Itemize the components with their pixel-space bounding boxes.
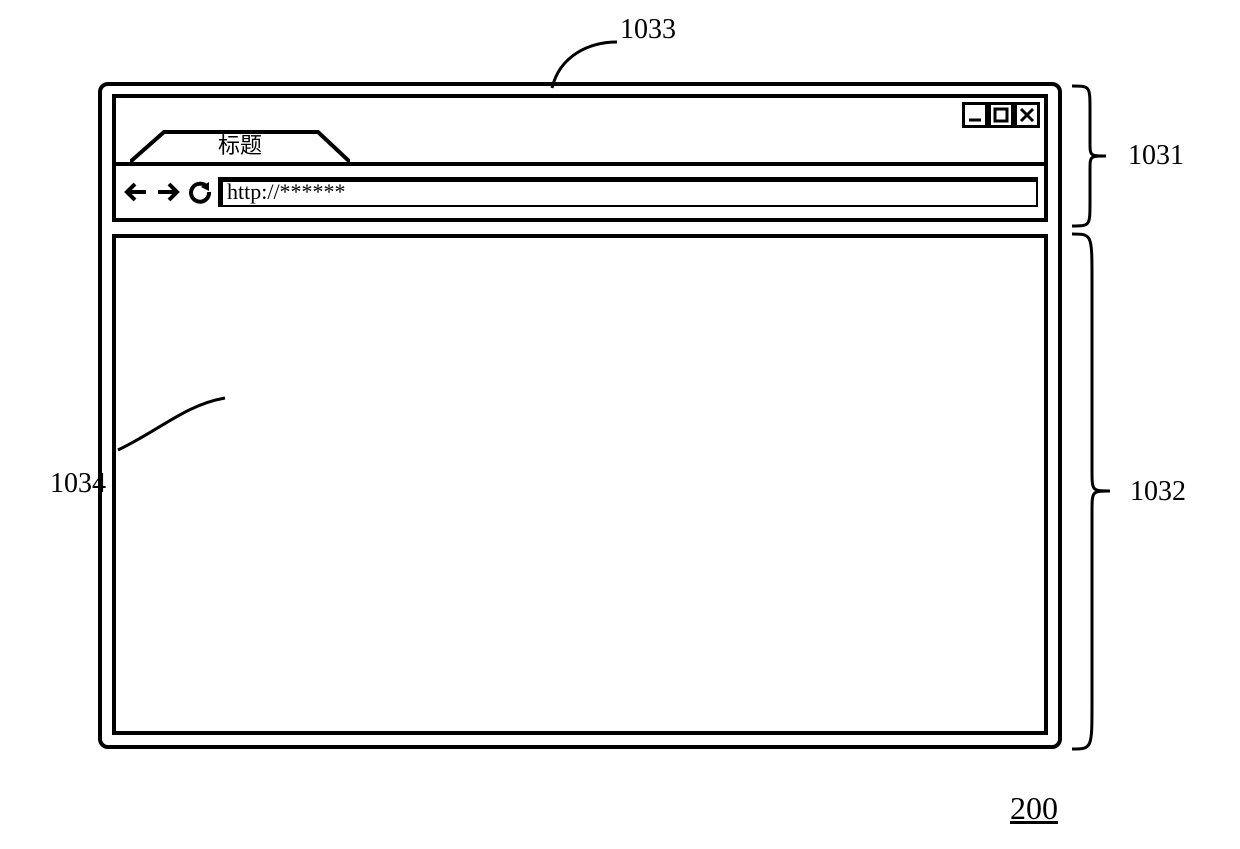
browser-tab[interactable]: 标题 [130,130,350,162]
callout-1032: 1032 [1130,476,1186,508]
callout-1033: 1033 [620,14,676,46]
callout-1034: 1034 [50,468,106,500]
figure-canvas: 标题 [0,0,1240,849]
reload-button[interactable] [186,178,214,206]
browser-chrome: 标题 [112,94,1048,222]
forward-button[interactable] [154,178,182,206]
address-bar-row: http://****** [116,166,1044,222]
window-controls [962,102,1040,128]
minimize-button[interactable] [962,102,988,128]
tab-bar: 标题 [116,134,1044,166]
browser-viewport [112,234,1048,735]
url-input[interactable]: http://****** [218,177,1038,207]
back-button[interactable] [122,178,150,206]
callout-1031: 1031 [1128,140,1184,172]
close-button[interactable] [1014,102,1040,128]
tab-title: 标题 [130,128,350,160]
maximize-button[interactable] [988,102,1014,128]
figure-number: 200 [1010,790,1058,827]
browser-window: 标题 [98,82,1062,749]
